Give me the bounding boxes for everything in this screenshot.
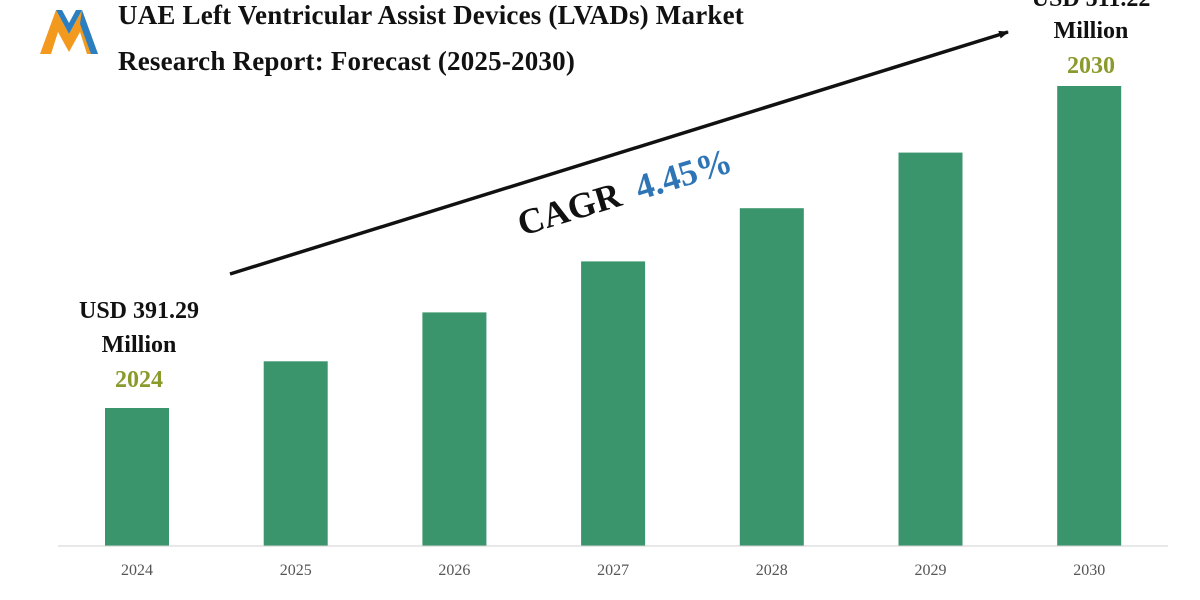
x-tick-label-2026: 2026 <box>438 562 470 579</box>
bar-2025 <box>263 361 328 546</box>
end-year-callout: 2030 <box>1067 53 1115 79</box>
cagr-annotation: CAGR 4.45% <box>513 140 737 243</box>
x-tick-label-2025: 2025 <box>280 562 312 579</box>
m-letter-logo-icon <box>36 4 102 58</box>
page-title-line-1: UAE Left Ventricular Assist Devices (LVA… <box>118 0 744 30</box>
x-tick-label-2030: 2030 <box>1073 562 1105 579</box>
bar-2026 <box>422 312 487 546</box>
bar-2027 <box>581 261 646 546</box>
start-value-callout: USD 391.29 <box>79 298 199 324</box>
cagr-value: 4.45% <box>630 140 736 207</box>
bar-2029 <box>898 152 963 546</box>
end-value-callout: USD 511.22 <box>1032 0 1151 12</box>
start-unit-callout: Million <box>102 332 177 358</box>
end-unit-callout: Million <box>1054 18 1129 44</box>
bar-2028 <box>739 208 804 546</box>
x-tick-label-2024: 2024 <box>121 562 153 579</box>
x-tick-label-2027: 2027 <box>597 562 629 579</box>
bar-2030 <box>1057 86 1122 546</box>
x-tick-label-2029: 2029 <box>915 562 947 579</box>
cagr-label: CAGR <box>513 174 627 244</box>
bar-2024 <box>105 408 169 546</box>
trend-arrow <box>229 30 1009 276</box>
start-year-callout: 2024 <box>115 367 163 393</box>
x-tick-label-2028: 2028 <box>756 562 788 579</box>
page-title-line-2: Research Report: Forecast (2025-2030) <box>118 46 576 76</box>
